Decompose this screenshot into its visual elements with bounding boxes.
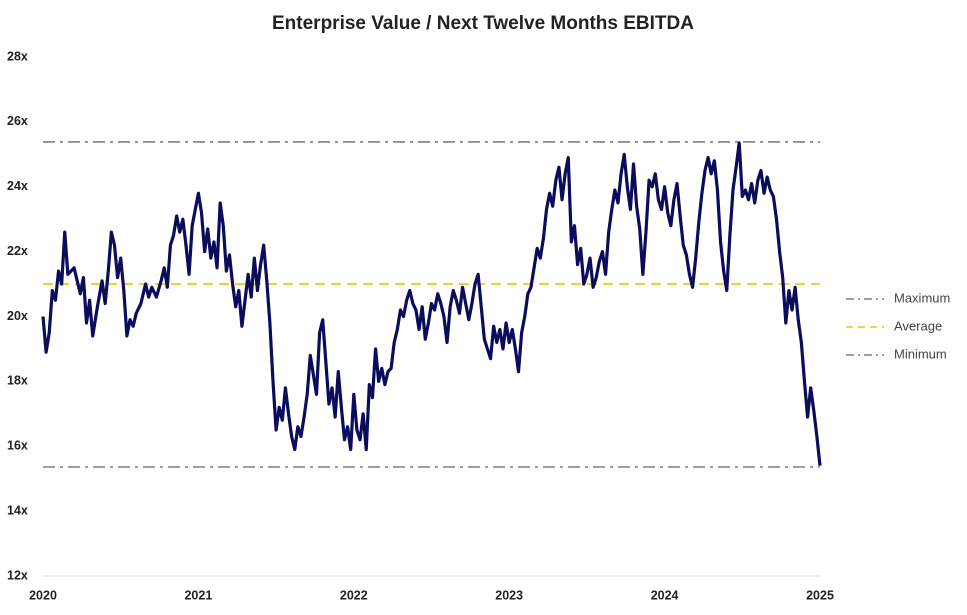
y-tick-label: 14x <box>7 503 28 517</box>
x-tick-label: 2025 <box>806 588 834 602</box>
y-tick-label: 12x <box>7 568 28 582</box>
y-tick-label: 16x <box>7 439 28 453</box>
legend-label: Average <box>894 318 942 333</box>
x-tick-label: 2024 <box>651 588 679 602</box>
y-tick-label: 26x <box>7 114 28 128</box>
x-tick-label: 2022 <box>340 588 368 602</box>
chart-title: Enterprise Value / Next Twelve Months EB… <box>272 13 694 34</box>
legend-label: Minimum <box>894 346 947 361</box>
y-tick-label: 28x <box>7 49 28 63</box>
y-tick-label: 22x <box>7 244 28 258</box>
data-line <box>41 141 822 466</box>
y-tick-label: 24x <box>7 179 28 193</box>
legend-label: Maximum <box>894 290 950 305</box>
x-tick-label: 2020 <box>29 588 57 602</box>
x-tick-label: 2021 <box>184 588 212 602</box>
y-tick-label: 18x <box>7 374 28 388</box>
x-tick-label: 2023 <box>495 588 523 602</box>
y-tick-label: 20x <box>7 309 28 323</box>
